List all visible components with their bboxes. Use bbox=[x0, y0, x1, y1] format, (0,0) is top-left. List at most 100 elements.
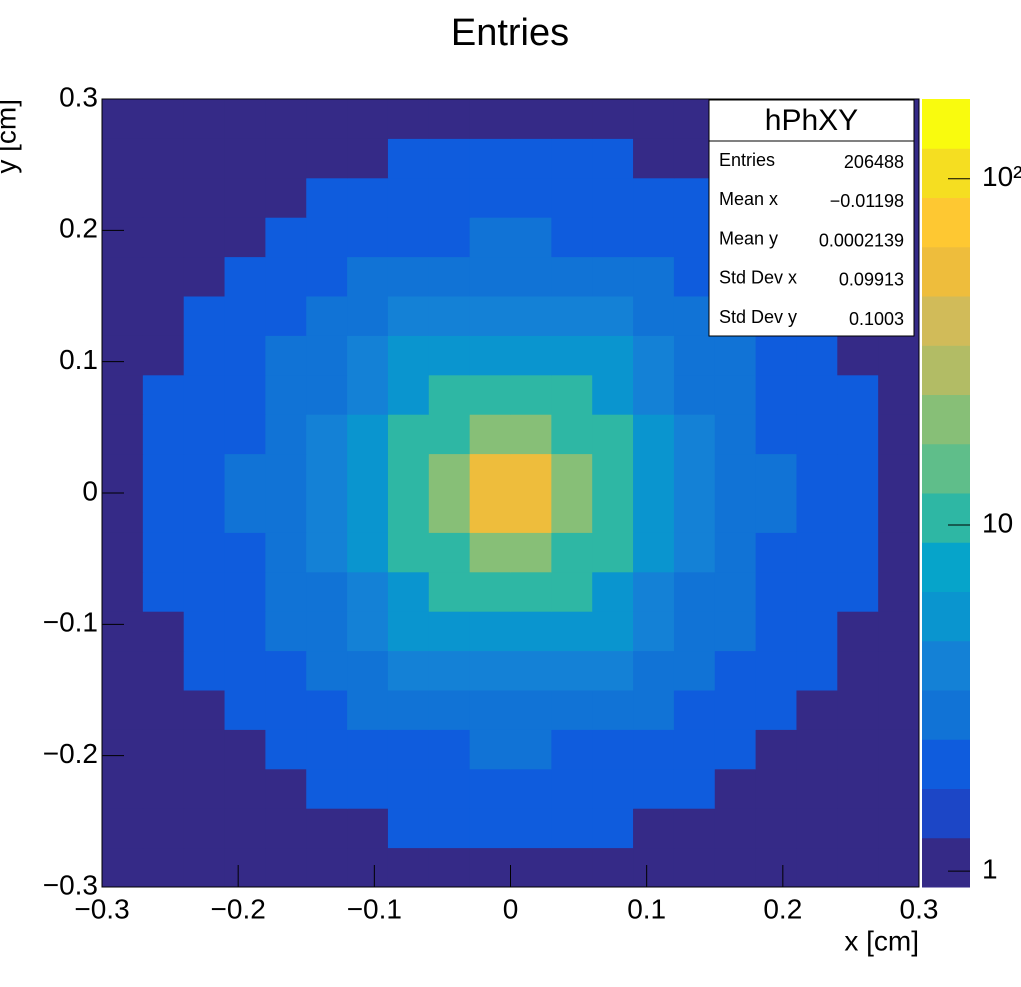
heatmap-cell bbox=[673, 729, 716, 770]
colorbar-band bbox=[922, 296, 970, 346]
heatmap-cell bbox=[878, 335, 920, 376]
heatmap-cell bbox=[469, 571, 511, 612]
heatmap-cell bbox=[551, 571, 593, 612]
heatmap-cell bbox=[469, 729, 511, 770]
heatmap-cell bbox=[796, 571, 838, 612]
heatmap-cell bbox=[387, 414, 430, 455]
heatmap-cell bbox=[551, 532, 593, 573]
heatmap-cell bbox=[878, 414, 920, 455]
heatmap-cell bbox=[837, 571, 879, 612]
heatmap-cell bbox=[510, 532, 552, 573]
heatmap-cell bbox=[183, 690, 226, 730]
heatmap-cell bbox=[306, 296, 348, 336]
heatmap-cell bbox=[837, 493, 879, 533]
heatmap-cell bbox=[510, 177, 552, 218]
heatmap-cell bbox=[142, 374, 185, 415]
heatmap-cell bbox=[510, 256, 552, 297]
heatmap-cell bbox=[510, 571, 552, 612]
heatmap-cell bbox=[347, 256, 389, 297]
heatmap-cell bbox=[265, 374, 307, 415]
heatmap-cell bbox=[306, 414, 348, 455]
heatmap-cell bbox=[183, 217, 226, 258]
heatmap-cell bbox=[469, 296, 511, 336]
heatmap-cell bbox=[837, 808, 879, 849]
heatmap-cell bbox=[265, 611, 307, 652]
heatmap-cell bbox=[592, 374, 634, 415]
heatmap-cell bbox=[796, 493, 838, 533]
x-axis-label: x [cm] bbox=[844, 925, 919, 956]
heatmap-cell bbox=[714, 690, 757, 730]
y-tick-label: −0.1 bbox=[43, 607, 98, 638]
heatmap-cell bbox=[673, 650, 716, 691]
heatmap-cell bbox=[102, 177, 144, 218]
heatmap-cell bbox=[142, 847, 185, 888]
heatmap-cell bbox=[673, 690, 716, 730]
heatmap-cell bbox=[551, 493, 593, 533]
heatmap-cell bbox=[469, 374, 511, 415]
heatmap-cell bbox=[592, 847, 634, 888]
heatmap-cell bbox=[387, 493, 430, 533]
heatmap-cell bbox=[510, 847, 552, 888]
heatmap-cell bbox=[183, 296, 226, 336]
heatmap-cell bbox=[183, 729, 226, 770]
heatmap-cell bbox=[102, 690, 144, 730]
heatmap-cell bbox=[551, 177, 593, 218]
heatmap-cell bbox=[592, 808, 634, 849]
heatmap-cell bbox=[224, 729, 266, 770]
heatmap-cell bbox=[306, 177, 348, 218]
heatmap-cell bbox=[224, 138, 266, 179]
heatmap-cell bbox=[347, 414, 389, 455]
heatmap-cell bbox=[592, 532, 634, 573]
heatmap-cell bbox=[633, 571, 675, 612]
heatmap-cell bbox=[714, 729, 757, 770]
heatmap-cell bbox=[673, 611, 716, 652]
heatmap-cell bbox=[265, 99, 307, 139]
heatmap-cell bbox=[878, 571, 920, 612]
x-tick-label: −0.1 bbox=[347, 893, 402, 924]
heatmap-cell bbox=[387, 335, 430, 376]
heatmap-cell bbox=[633, 493, 675, 533]
heatmap-cell bbox=[469, 611, 511, 652]
heatmap-cell bbox=[428, 99, 471, 139]
heatmap-cell bbox=[265, 296, 307, 336]
heatmap-cell bbox=[592, 690, 634, 730]
heatmap-cell bbox=[102, 768, 144, 809]
heatmap-cell bbox=[469, 177, 511, 218]
heatmap-cell bbox=[347, 453, 389, 494]
heatmap-cell bbox=[428, 335, 471, 376]
heatmap-cell bbox=[673, 296, 716, 336]
heatmap-cell bbox=[347, 493, 389, 533]
x-tick-label: −0.2 bbox=[211, 893, 266, 924]
heatmap-cell bbox=[714, 808, 757, 849]
heatmap-cell bbox=[633, 335, 675, 376]
heatmap-cell bbox=[633, 650, 675, 691]
heatmap-cell bbox=[592, 138, 634, 179]
heatmap-cell bbox=[428, 414, 471, 455]
heatmap-cell bbox=[183, 611, 226, 652]
heatmap-cell bbox=[673, 571, 716, 612]
heatmap-cell bbox=[183, 532, 226, 573]
heatmap-cell bbox=[347, 335, 389, 376]
heatmap-cell bbox=[347, 138, 389, 179]
heatmap-cell bbox=[265, 650, 307, 691]
heatmap-cell bbox=[306, 768, 348, 809]
heatmap-cell bbox=[633, 217, 675, 258]
heatmap-cell bbox=[142, 217, 185, 258]
heatmap-cell bbox=[878, 690, 920, 730]
heatmap-cell bbox=[183, 847, 226, 888]
heatmap-cell bbox=[102, 493, 144, 533]
heatmap-cell bbox=[387, 768, 430, 809]
heatmap-cell bbox=[796, 690, 838, 730]
heatmap-cell bbox=[755, 374, 797, 415]
heatmap-cell bbox=[755, 650, 797, 691]
heatmap-cell bbox=[714, 768, 757, 809]
heatmap-cell bbox=[510, 217, 552, 258]
heatmap-cell bbox=[837, 335, 879, 376]
heatmap-cell bbox=[551, 335, 593, 376]
heatmap-cell bbox=[592, 217, 634, 258]
z-tick-label: 1 bbox=[982, 854, 998, 885]
heatmap-cell bbox=[387, 808, 430, 849]
heatmap-cell bbox=[387, 571, 430, 612]
heatmap-cell bbox=[347, 571, 389, 612]
heatmap-cell bbox=[510, 808, 552, 849]
